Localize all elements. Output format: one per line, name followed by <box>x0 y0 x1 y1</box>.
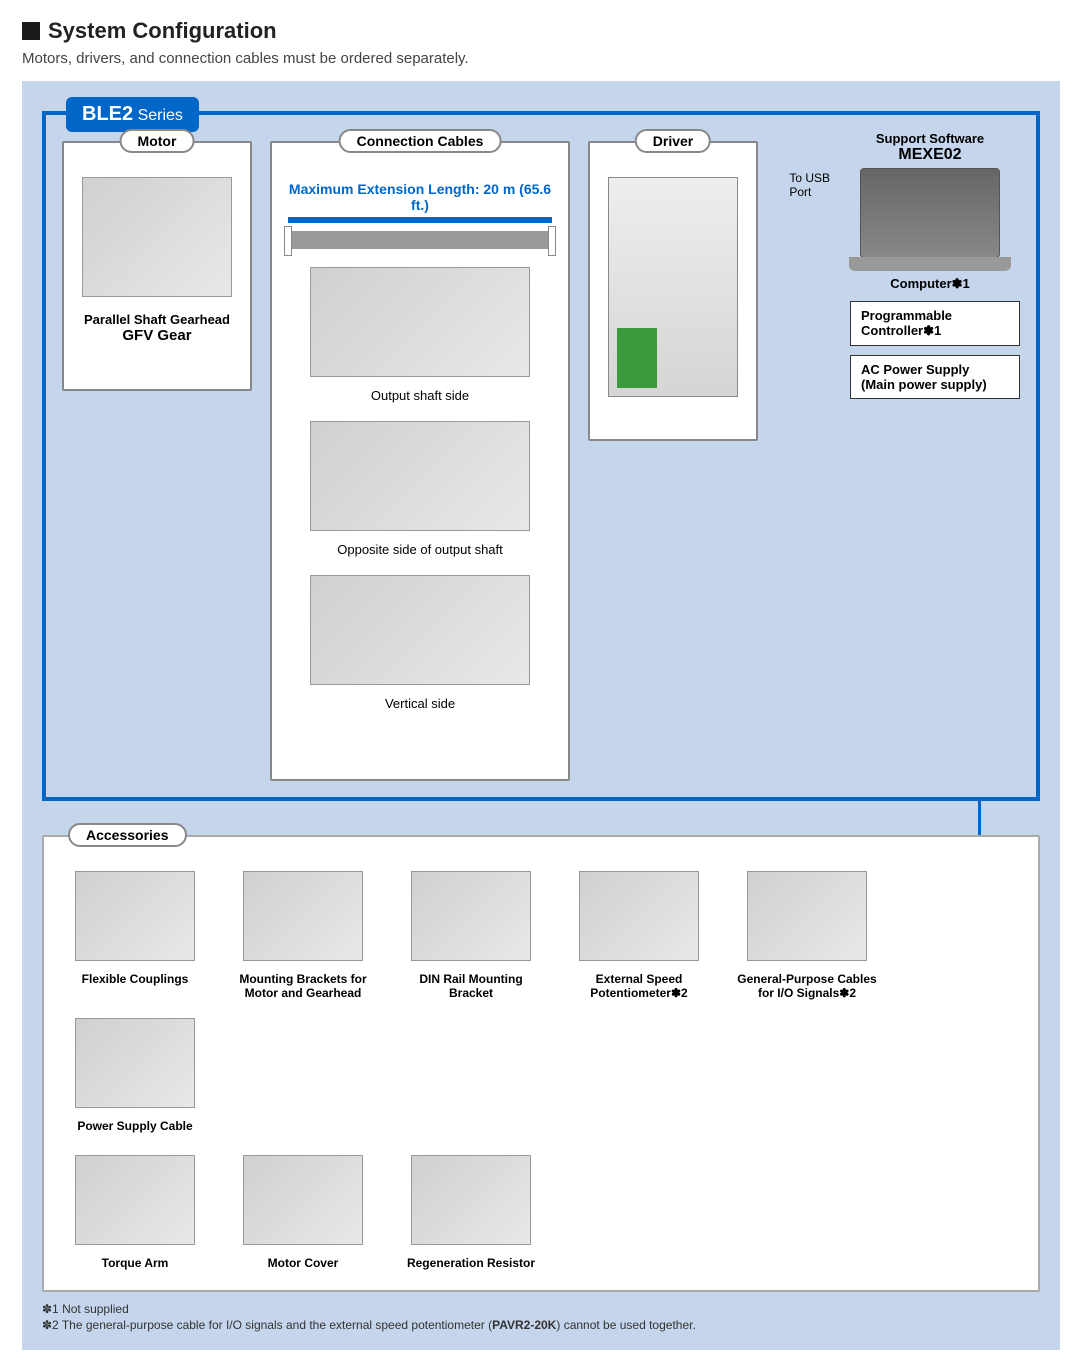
motor-box: Motor Parallel Shaft Gearhead GFV Gear <box>62 141 252 391</box>
accessory-caption: Regeneration Resistor <box>396 1256 546 1270</box>
laptop-icon <box>860 168 1000 258</box>
driver-image <box>608 177 738 397</box>
accessory-item: Power Supply Cable <box>60 1018 210 1133</box>
accessory-image <box>579 871 699 961</box>
accessory-caption: External Speed Potentiometer✽2 <box>564 972 714 1000</box>
cables-box-label: Connection Cables <box>339 129 502 153</box>
page-title-row: System Configuration <box>22 18 1060 44</box>
accessory-item: General-Purpose Cables for I/O Signals✽2 <box>732 871 882 1000</box>
cable-image <box>310 267 530 377</box>
programmable-controller-box: Programmable Controller✽1 <box>850 301 1020 346</box>
footnote-2-post: ) cannot be used together. <box>556 1318 695 1332</box>
accessories-box-label: Accessories <box>68 823 187 847</box>
motor-image <box>82 177 232 297</box>
motor-caption-1: Parallel Shaft Gearhead <box>76 312 238 327</box>
accessory-item: Torque Arm <box>60 1155 210 1270</box>
cables-box: Connection Cables Maximum Extension Leng… <box>270 141 570 781</box>
accessory-item: Flexible Couplings <box>60 871 210 1000</box>
accessory-image <box>75 871 195 961</box>
extension-label: Maximum Extension Length: 20 m (65.6 ft.… <box>284 181 556 213</box>
cable-caption: Opposite side of output shaft <box>284 542 556 557</box>
accessory-item: Regeneration Resistor <box>396 1155 546 1270</box>
accessory-image <box>243 1155 363 1245</box>
software-line1: Support Software <box>840 131 1020 146</box>
accessory-image <box>411 871 531 961</box>
accessories-box: Accessories Flexible Couplings Mounting … <box>42 835 1040 1292</box>
cable-image <box>310 421 530 531</box>
footnotes: ✽1 Not supplied ✽2 The general-purpose c… <box>42 1302 1040 1332</box>
cable-caption: Output shaft side <box>284 388 556 403</box>
cable-caption: Vertical side <box>284 696 556 711</box>
accessory-image <box>243 871 363 961</box>
accessory-caption: Motor Cover <box>228 1256 378 1270</box>
footnote-1: ✽1 Not supplied <box>42 1302 1040 1316</box>
driver-box-label: Driver <box>635 129 711 153</box>
accessory-image <box>75 1155 195 1245</box>
extension-gray-bar <box>288 231 552 249</box>
motor-caption-2: GFV Gear <box>76 327 238 344</box>
software-line2: MEXE02 <box>840 146 1020 164</box>
motor-box-label: Motor <box>120 129 195 153</box>
accessories-row-1: Flexible Couplings Mounting Brackets for… <box>60 871 1022 1133</box>
accessory-item: Mounting Brackets for Motor and Gearhead <box>228 871 378 1000</box>
title-bullet <box>22 22 40 40</box>
computer-label: Computer✽1 <box>840 276 1020 292</box>
accessory-caption: Power Supply Cable <box>60 1119 210 1133</box>
footnote-2-bold: PAVR2-20K <box>492 1318 556 1332</box>
accessory-item: External Speed Potentiometer✽2 <box>564 871 714 1000</box>
footnote-2-pre: ✽2 The general-purpose cable for I/O sig… <box>42 1318 492 1332</box>
accessory-item: Motor Cover <box>228 1155 378 1270</box>
accessory-caption: Flexible Couplings <box>60 972 210 986</box>
page-subtitle: Motors, drivers, and connection cables m… <box>22 50 1060 67</box>
series-frame: BLE2 Series Motor Parallel Shaft Gearhea… <box>42 111 1040 801</box>
cable-item: Output shaft side <box>284 267 556 403</box>
accessory-image <box>411 1155 531 1245</box>
accessory-caption: DIN Rail Mounting Bracket <box>396 972 546 1000</box>
right-stack: Support Software MEXE02 Computer✽1 To US… <box>776 141 1020 441</box>
accessory-image <box>75 1018 195 1108</box>
cable-item: Vertical side <box>284 575 556 711</box>
accessories-row-2: Torque Arm Motor Cover Regeneration Resi… <box>60 1155 1022 1270</box>
diagram-panel: BLE2 Series Motor Parallel Shaft Gearhea… <box>22 81 1060 1350</box>
software-block: Support Software MEXE02 Computer✽1 <box>840 131 1020 292</box>
series-name: BLE2 <box>82 103 133 125</box>
driver-box: Driver <box>588 141 758 441</box>
accessory-caption: Mounting Brackets for Motor and Gearhead <box>228 972 378 1000</box>
footnote-2: ✽2 The general-purpose cable for I/O sig… <box>42 1318 1040 1332</box>
page-title: System Configuration <box>48 18 277 44</box>
accessory-image <box>747 871 867 961</box>
extension-bar <box>288 217 552 223</box>
accessory-caption: Torque Arm <box>60 1256 210 1270</box>
accessory-caption: General-Purpose Cables for I/O Signals✽2 <box>732 972 882 1000</box>
ac-power-supply-box: AC Power Supply (Main power supply) <box>850 355 1020 399</box>
cable-image <box>310 575 530 685</box>
usb-label: To USB Port <box>789 171 830 199</box>
accessory-item: DIN Rail Mounting Bracket <box>396 871 546 1000</box>
series-tag: BLE2 Series <box>66 97 199 132</box>
cable-item: Opposite side of output shaft <box>284 421 556 557</box>
series-suffix: Series <box>138 107 183 124</box>
